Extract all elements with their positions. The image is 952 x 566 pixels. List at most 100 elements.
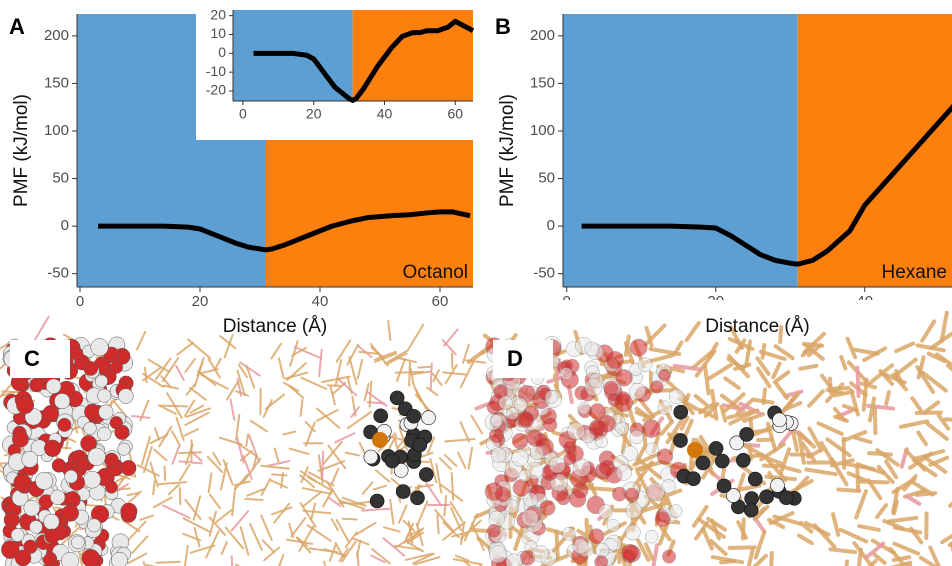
chain-bond [185, 407, 211, 418]
chain-bond [867, 396, 877, 423]
water-atom [588, 528, 605, 545]
chain-bond [707, 362, 734, 381]
chain-bond [344, 531, 358, 549]
x-tick-label: 60 [448, 106, 464, 122]
chain-bond [442, 371, 468, 376]
y-tick-label: 10 [210, 25, 226, 41]
chain-bond [425, 481, 443, 507]
water-atom [615, 369, 633, 387]
chain-bond [171, 430, 181, 447]
y-tick-label: -50 [533, 265, 555, 282]
chain-bond [60, 524, 83, 546]
chain-bond [306, 524, 332, 542]
chain-bond [758, 349, 787, 362]
solute-atom [406, 408, 421, 424]
water-atom [543, 417, 558, 432]
water-atom [563, 452, 577, 466]
chain-bond [836, 487, 862, 494]
x-tick-label: 20 [192, 293, 209, 310]
water-atom [526, 429, 544, 447]
chain-bond [237, 363, 249, 378]
chain-bond [184, 443, 194, 466]
water-atom [110, 360, 123, 374]
x-tick-label: 0 [239, 106, 247, 122]
chain-bond [691, 505, 709, 528]
water-atom [645, 442, 660, 456]
chain-bond [304, 421, 316, 447]
chain-bond [643, 542, 655, 561]
chain-bond [334, 432, 356, 444]
chain-bond [260, 478, 272, 496]
water-atom [42, 551, 58, 566]
molecular-image [0, 315, 487, 566]
chain-bond [178, 460, 203, 465]
molecular-image [466, 310, 952, 566]
chain-bond [460, 522, 466, 546]
chain-bond [778, 447, 792, 475]
chain-bond [350, 406, 360, 418]
chain-bond [816, 421, 844, 436]
water-atom [23, 499, 40, 517]
chain-bond [918, 555, 938, 566]
chain-bond [888, 546, 906, 566]
chain-bond [198, 368, 219, 375]
chain-bond [327, 496, 342, 507]
chain-bond [825, 437, 852, 458]
water-atom [44, 439, 62, 457]
chain-bond [798, 363, 819, 371]
chain-bond [859, 479, 890, 485]
chain-bond [459, 421, 470, 443]
chain-bond [154, 427, 161, 441]
chain-bond [322, 488, 334, 508]
chain-bond [298, 525, 315, 552]
chain-bond [142, 560, 146, 566]
chain-bond [719, 404, 728, 423]
chain-bond [184, 358, 196, 373]
chain-bond [288, 384, 304, 399]
water-atom [494, 486, 511, 503]
y-axis-title: PMF (kJ/mol) [11, 94, 32, 207]
chain-bond [852, 540, 874, 566]
chain-bond [940, 533, 952, 545]
chain-bond [249, 419, 268, 433]
chain-bond [304, 421, 316, 433]
water-atom [83, 361, 99, 376]
chain-bond [152, 479, 156, 496]
water-atom [21, 450, 39, 468]
chain-bond [406, 527, 425, 538]
chain-bond [368, 380, 373, 408]
solute-atom [384, 453, 400, 469]
y-axis-title: PMF (kJ/mol) [497, 94, 518, 207]
water-atom [629, 382, 646, 400]
chain-bond [774, 382, 789, 400]
water-atom [668, 388, 685, 405]
chain-bond [470, 414, 484, 435]
water-atom [98, 404, 114, 420]
chain-bond [135, 330, 147, 351]
chain-bond [411, 370, 433, 376]
chain-bond [872, 552, 887, 565]
chain-bond [416, 500, 429, 527]
water-atom [120, 460, 137, 476]
solute-atom [772, 412, 787, 428]
chain-bond [722, 392, 746, 413]
chain-bond [697, 517, 726, 539]
water-atom [87, 518, 102, 533]
chain-bond [945, 363, 952, 372]
chain-bond [876, 464, 895, 484]
chain-bond [189, 404, 205, 414]
water-atom [81, 549, 100, 566]
water-atom [44, 528, 60, 544]
water-atom [624, 487, 640, 503]
solute-atom [747, 471, 763, 487]
solute-atom [419, 467, 434, 482]
chain-bond [672, 363, 703, 372]
chain-bond [866, 478, 883, 501]
chain-bond [145, 563, 156, 566]
pmf-line [253, 18, 475, 103]
y-tick-label: 150 [44, 74, 69, 91]
chain-bond [183, 399, 196, 417]
solute-atom [395, 484, 411, 499]
